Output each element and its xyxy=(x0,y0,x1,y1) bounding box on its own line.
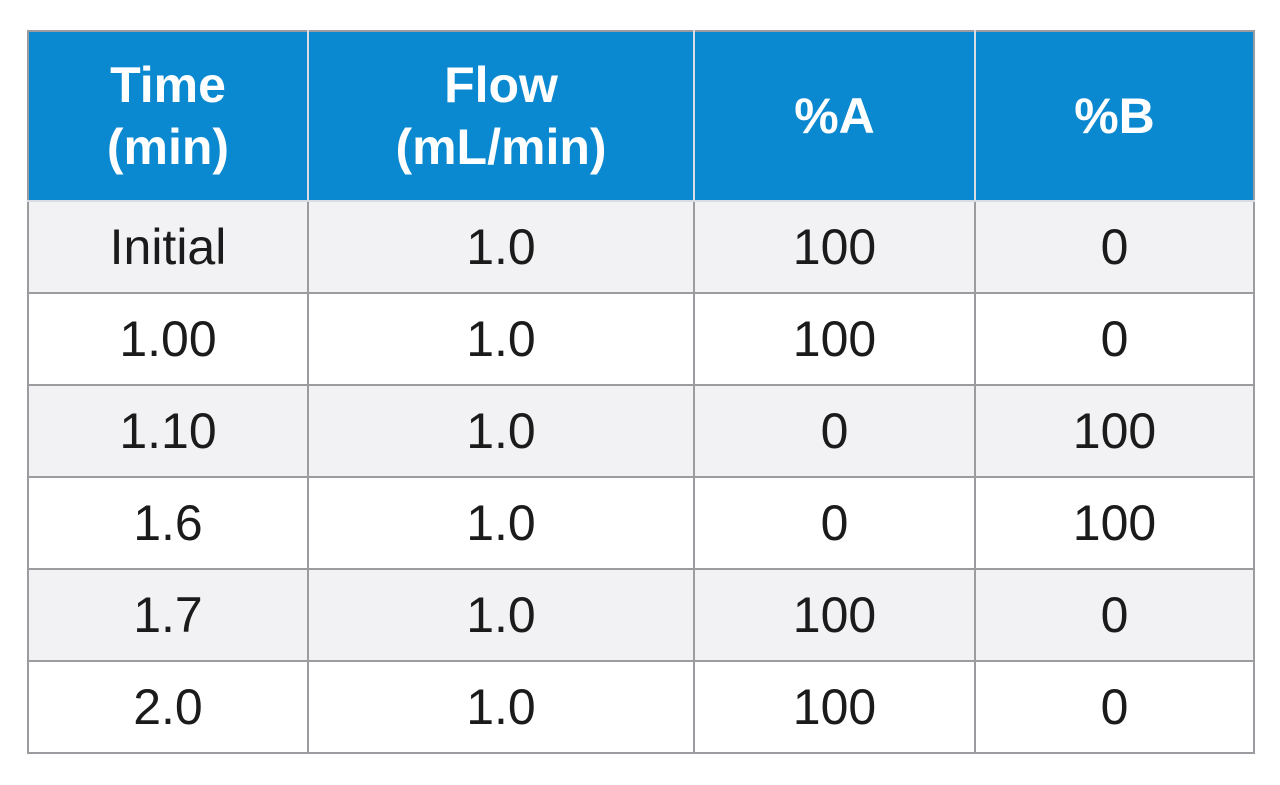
table-body: Initial 1.0 100 0 1.00 1.0 100 0 1.10 1.… xyxy=(27,200,1255,754)
gradient-table-container: Time (min) Flow (mL/min) %A %B Initial 1… xyxy=(27,30,1255,754)
cell-percent-a: 100 xyxy=(693,568,976,662)
cell-time: 1.6 xyxy=(27,476,309,570)
table-row: 2.0 1.0 100 0 xyxy=(27,660,1255,754)
cell-percent-b: 100 xyxy=(974,476,1255,570)
cell-percent-b: 0 xyxy=(974,660,1255,754)
header-percent-b-label: %B xyxy=(1074,88,1155,144)
cell-percent-a: 100 xyxy=(693,660,976,754)
cell-percent-b: 0 xyxy=(974,292,1255,386)
cell-time: 1.10 xyxy=(27,384,309,478)
table-row: 1.10 1.0 0 100 xyxy=(27,384,1255,478)
cell-time: 1.00 xyxy=(27,292,309,386)
cell-percent-b: 100 xyxy=(974,384,1255,478)
header-row: Time (min) Flow (mL/min) %A %B xyxy=(27,30,1255,202)
header-percent-a-label: %A xyxy=(794,88,875,144)
cell-time: 2.0 xyxy=(27,660,309,754)
cell-time: 1.7 xyxy=(27,568,309,662)
cell-percent-a: 100 xyxy=(693,292,976,386)
header-time-line-1: Time xyxy=(110,57,226,113)
header-time: Time (min) xyxy=(27,30,309,202)
table-row: 1.00 1.0 100 0 xyxy=(27,292,1255,386)
table-row: 1.7 1.0 100 0 xyxy=(27,568,1255,662)
cell-flow: 1.0 xyxy=(307,292,695,386)
table-row: Initial 1.0 100 0 xyxy=(27,200,1255,294)
cell-percent-a: 100 xyxy=(693,200,976,294)
cell-flow: 1.0 xyxy=(307,200,695,294)
cell-time: Initial xyxy=(27,200,309,294)
cell-percent-a: 0 xyxy=(693,384,976,478)
header-flow-line-2: (mL/min) xyxy=(395,119,607,175)
table-header: Time (min) Flow (mL/min) %A %B xyxy=(27,30,1255,202)
header-time-line-2: (min) xyxy=(106,119,230,175)
cell-flow: 1.0 xyxy=(307,568,695,662)
gradient-table: Time (min) Flow (mL/min) %A %B Initial 1… xyxy=(27,30,1255,754)
header-percent-a: %A xyxy=(693,30,976,202)
cell-flow: 1.0 xyxy=(307,660,695,754)
cell-percent-b: 0 xyxy=(974,200,1255,294)
cell-flow: 1.0 xyxy=(307,476,695,570)
cell-percent-b: 0 xyxy=(974,568,1255,662)
table-row: 1.6 1.0 0 100 xyxy=(27,476,1255,570)
cell-percent-a: 0 xyxy=(693,476,976,570)
cell-flow: 1.0 xyxy=(307,384,695,478)
header-flow: Flow (mL/min) xyxy=(307,30,695,202)
header-flow-line-1: Flow xyxy=(444,57,558,113)
header-percent-b: %B xyxy=(974,30,1255,202)
